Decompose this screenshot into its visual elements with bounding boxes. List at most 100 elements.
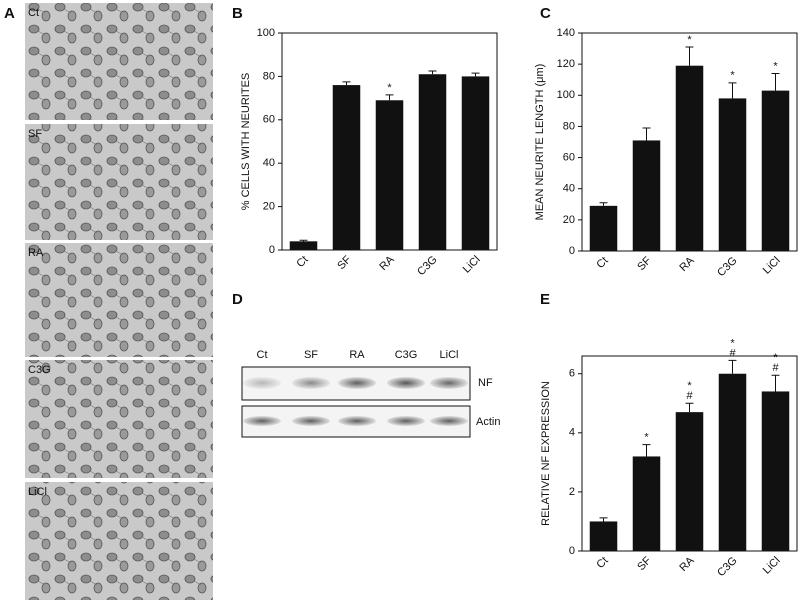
y-tick-label: 120 [557, 58, 575, 70]
image-label: SF [28, 128, 42, 140]
y-tick-label: 0 [569, 245, 575, 257]
x-tick-label: SF [635, 254, 654, 273]
chart: C MEAN NEURITE LENGTH (μm) 0 20 40 60 80 100 120… [534, 5, 798, 279]
y-tick-label: 140 [557, 27, 575, 39]
error-bar [599, 202, 608, 206]
lane-label: Ct [257, 349, 268, 361]
row-label: Actin [476, 416, 500, 428]
significance-star: * [687, 380, 692, 392]
x-tick-label: Ct [294, 254, 310, 270]
significance-star: * [644, 432, 649, 444]
lane-label: C3G [395, 349, 418, 361]
error-bar [385, 94, 394, 101]
x-tick-label: LiCl [761, 555, 783, 577]
y-tick-label: 40 [563, 183, 575, 195]
y-tick-label: 40 [263, 157, 275, 169]
significance-star: * [773, 60, 778, 72]
x-tick-label: SF [335, 253, 354, 272]
x-tick-label: C3G [415, 254, 439, 278]
y-axis-label: RELATIVE NF EXPRESSION [540, 381, 552, 526]
error-bar [299, 239, 308, 242]
blot-band [243, 377, 281, 389]
y-tick-label: 2 [569, 486, 575, 498]
chart: B % CELLS WITH NEURITES 0 20 40 60 80 100 Ct SF * R… [232, 5, 498, 278]
x-tick-label: C3G [715, 555, 739, 579]
error-bar [599, 517, 608, 522]
panel-letter: D [232, 291, 243, 308]
bar [675, 65, 704, 251]
bar [718, 98, 747, 252]
blot-band [338, 377, 376, 389]
error-bar [685, 46, 694, 66]
error-bar [342, 81, 351, 86]
y-tick-label: 100 [257, 27, 275, 39]
image-label: LiCl [28, 486, 47, 498]
micrograph [25, 3, 213, 120]
y-tick-label: 60 [263, 114, 275, 126]
bar [589, 205, 618, 251]
x-tick-label: SF [635, 554, 654, 573]
significance-star: * [730, 337, 735, 349]
bar [375, 100, 404, 251]
bar [675, 412, 704, 551]
lane-label: RA [349, 349, 365, 361]
significance-star: * [687, 34, 692, 46]
micrographs: Ct SF RA C3G LiCl [25, 3, 213, 600]
hash-marker: # [772, 362, 779, 374]
y-tick-label: 0 [569, 545, 575, 557]
image-label: C3G [28, 364, 51, 376]
bar [632, 140, 661, 251]
error-bar [428, 70, 437, 75]
blot-band [387, 416, 425, 426]
hash-marker: # [729, 347, 736, 359]
significance-star: * [773, 352, 778, 364]
y-tick-label: 60 [563, 151, 575, 163]
y-tick-label: 80 [563, 120, 575, 132]
error-bar [642, 444, 651, 457]
row-label: NF [478, 377, 493, 389]
y-tick-label: 100 [557, 89, 575, 101]
error-bar [728, 82, 737, 99]
y-tick-label: 6 [569, 368, 575, 380]
x-tick-label: Ct [594, 255, 610, 271]
error-bar [642, 127, 651, 141]
bar [418, 74, 447, 250]
y-axis-label: MEAN NEURITE LENGTH (μm) [534, 64, 546, 221]
panel-letter: A [4, 5, 15, 22]
y-tick-label: 80 [263, 70, 275, 82]
bar [718, 373, 747, 551]
significance-star: * [387, 82, 392, 94]
x-tick-label: RA [677, 554, 697, 574]
error-bar [771, 374, 780, 392]
micrograph [25, 360, 213, 478]
panel-letter: B [232, 5, 243, 22]
y-tick-label: 0 [269, 244, 275, 256]
micrograph [25, 124, 213, 240]
y-tick-label: 20 [263, 201, 275, 213]
bar [332, 85, 361, 250]
x-tick-label: RA [377, 253, 397, 273]
western-blot: Ct SF RA C3G LiCl NF Actin [243, 349, 500, 428]
blot-band [387, 377, 425, 389]
x-tick-label: LiCl [761, 255, 783, 277]
bar [761, 90, 790, 251]
error-bar [685, 402, 694, 413]
error-bar [471, 72, 480, 77]
image-label: RA [28, 247, 44, 259]
bar [461, 76, 490, 251]
blot-band [430, 416, 468, 426]
significance-star: * [730, 70, 735, 82]
micrograph [25, 243, 213, 357]
x-tick-label: Ct [594, 555, 610, 571]
lane-label: SF [304, 349, 318, 361]
bar [761, 391, 790, 551]
blot-band [292, 416, 330, 426]
blot-band [243, 416, 281, 426]
x-tick-label: C3G [715, 255, 739, 279]
error-bar [728, 359, 737, 374]
x-tick-label: LiCl [461, 254, 483, 276]
y-axis-label: % CELLS WITH NEURITES [240, 73, 252, 211]
blot-band [292, 377, 330, 389]
